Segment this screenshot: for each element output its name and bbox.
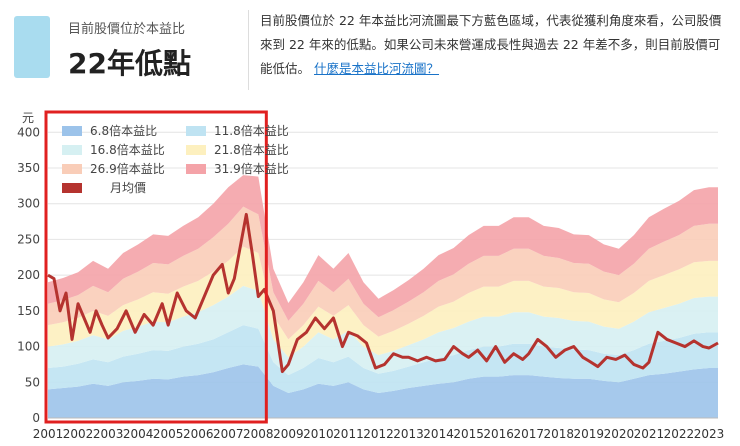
legend-swatch bbox=[62, 126, 82, 136]
x-tick-label: 2020 bbox=[604, 427, 635, 441]
x-tick-label: 2014 bbox=[423, 427, 454, 441]
y-tick-label: 350 bbox=[17, 161, 40, 175]
x-tick-label: 2013 bbox=[393, 427, 424, 441]
x-tick-label: 2008 bbox=[243, 427, 274, 441]
legend-label: 26.9倍本益比 bbox=[90, 161, 165, 176]
legend-label: 月均價 bbox=[110, 181, 146, 195]
legend-swatch bbox=[62, 145, 82, 155]
status-headline: 22年低點 bbox=[68, 47, 191, 80]
y-tick-label: 200 bbox=[17, 268, 40, 282]
x-tick-label: 2009 bbox=[273, 427, 304, 441]
x-tick-label: 2015 bbox=[453, 427, 484, 441]
zone-color-swatch bbox=[14, 16, 50, 78]
x-tick-label: 2016 bbox=[483, 427, 514, 441]
x-tick-label: 2023 bbox=[694, 427, 725, 441]
x-tick-label: 2002 bbox=[63, 427, 94, 441]
legend-swatch bbox=[186, 145, 206, 155]
legend-swatch bbox=[62, 183, 82, 193]
y-tick-label: 100 bbox=[17, 340, 40, 354]
legend-label: 21.8倍本益比 bbox=[214, 142, 289, 157]
x-tick-label: 2011 bbox=[333, 427, 364, 441]
pe-river-help-link[interactable]: 什麼是本益比河流圖？ bbox=[314, 61, 440, 76]
legend-swatch bbox=[62, 164, 82, 174]
x-tick-label: 2001 bbox=[33, 427, 64, 441]
y-axis-label: 元 bbox=[22, 111, 34, 125]
y-tick-label: 150 bbox=[17, 304, 40, 318]
legend-label: 31.9倍本益比 bbox=[214, 161, 289, 176]
x-tick-label: 2018 bbox=[543, 427, 574, 441]
legend-label: 11.8倍本益比 bbox=[214, 123, 289, 138]
status-description: 目前股價位於 22 年本益比河流圖最下方藍色區域，代表從獲利角度來看，公司股價來… bbox=[260, 9, 730, 81]
y-tick-label: 50 bbox=[25, 375, 40, 389]
x-tick-label: 2017 bbox=[513, 427, 544, 441]
highlight-box bbox=[44, 110, 268, 424]
header-card: 目前股價位於本益比 22年低點 目前股價位於 22 年本益比河流圖最下方藍色區域… bbox=[2, 2, 738, 94]
x-tick-label: 2003 bbox=[93, 427, 124, 441]
y-tick-label: 0 bbox=[32, 411, 40, 425]
x-tick-label: 2022 bbox=[664, 427, 695, 441]
band-6 bbox=[48, 175, 718, 321]
status-subtitle: 目前股價位於本益比 bbox=[68, 22, 186, 37]
x-tick-label: 2019 bbox=[574, 427, 605, 441]
band-2 bbox=[48, 325, 718, 393]
legend-swatch bbox=[186, 126, 206, 136]
x-tick-label: 2006 bbox=[183, 427, 214, 441]
x-tick-label: 2010 bbox=[303, 427, 334, 441]
y-tick-label: 250 bbox=[17, 232, 40, 246]
y-tick-label: 300 bbox=[17, 197, 40, 211]
x-tick-label: 2021 bbox=[634, 427, 665, 441]
band-3 bbox=[48, 285, 718, 376]
legend-label: 16.8倍本益比 bbox=[90, 142, 165, 157]
x-tick-label: 2004 bbox=[123, 427, 154, 441]
header-divider bbox=[248, 10, 249, 90]
x-tick-label: 2005 bbox=[153, 427, 184, 441]
y-tick-label: 400 bbox=[17, 125, 40, 139]
x-tick-label: 2012 bbox=[363, 427, 394, 441]
description-text: 目前股價位於 22 年本益比河流圖最下方藍色區域，代表從獲利角度來看，公司股價來… bbox=[260, 13, 722, 76]
price-line bbox=[47, 212, 719, 374]
band-1 bbox=[48, 364, 718, 418]
legend-swatch bbox=[186, 164, 206, 174]
legend-label: 6.8倍本益比 bbox=[90, 123, 157, 138]
band-5 bbox=[48, 206, 718, 340]
x-tick-label: 2007 bbox=[213, 427, 244, 441]
